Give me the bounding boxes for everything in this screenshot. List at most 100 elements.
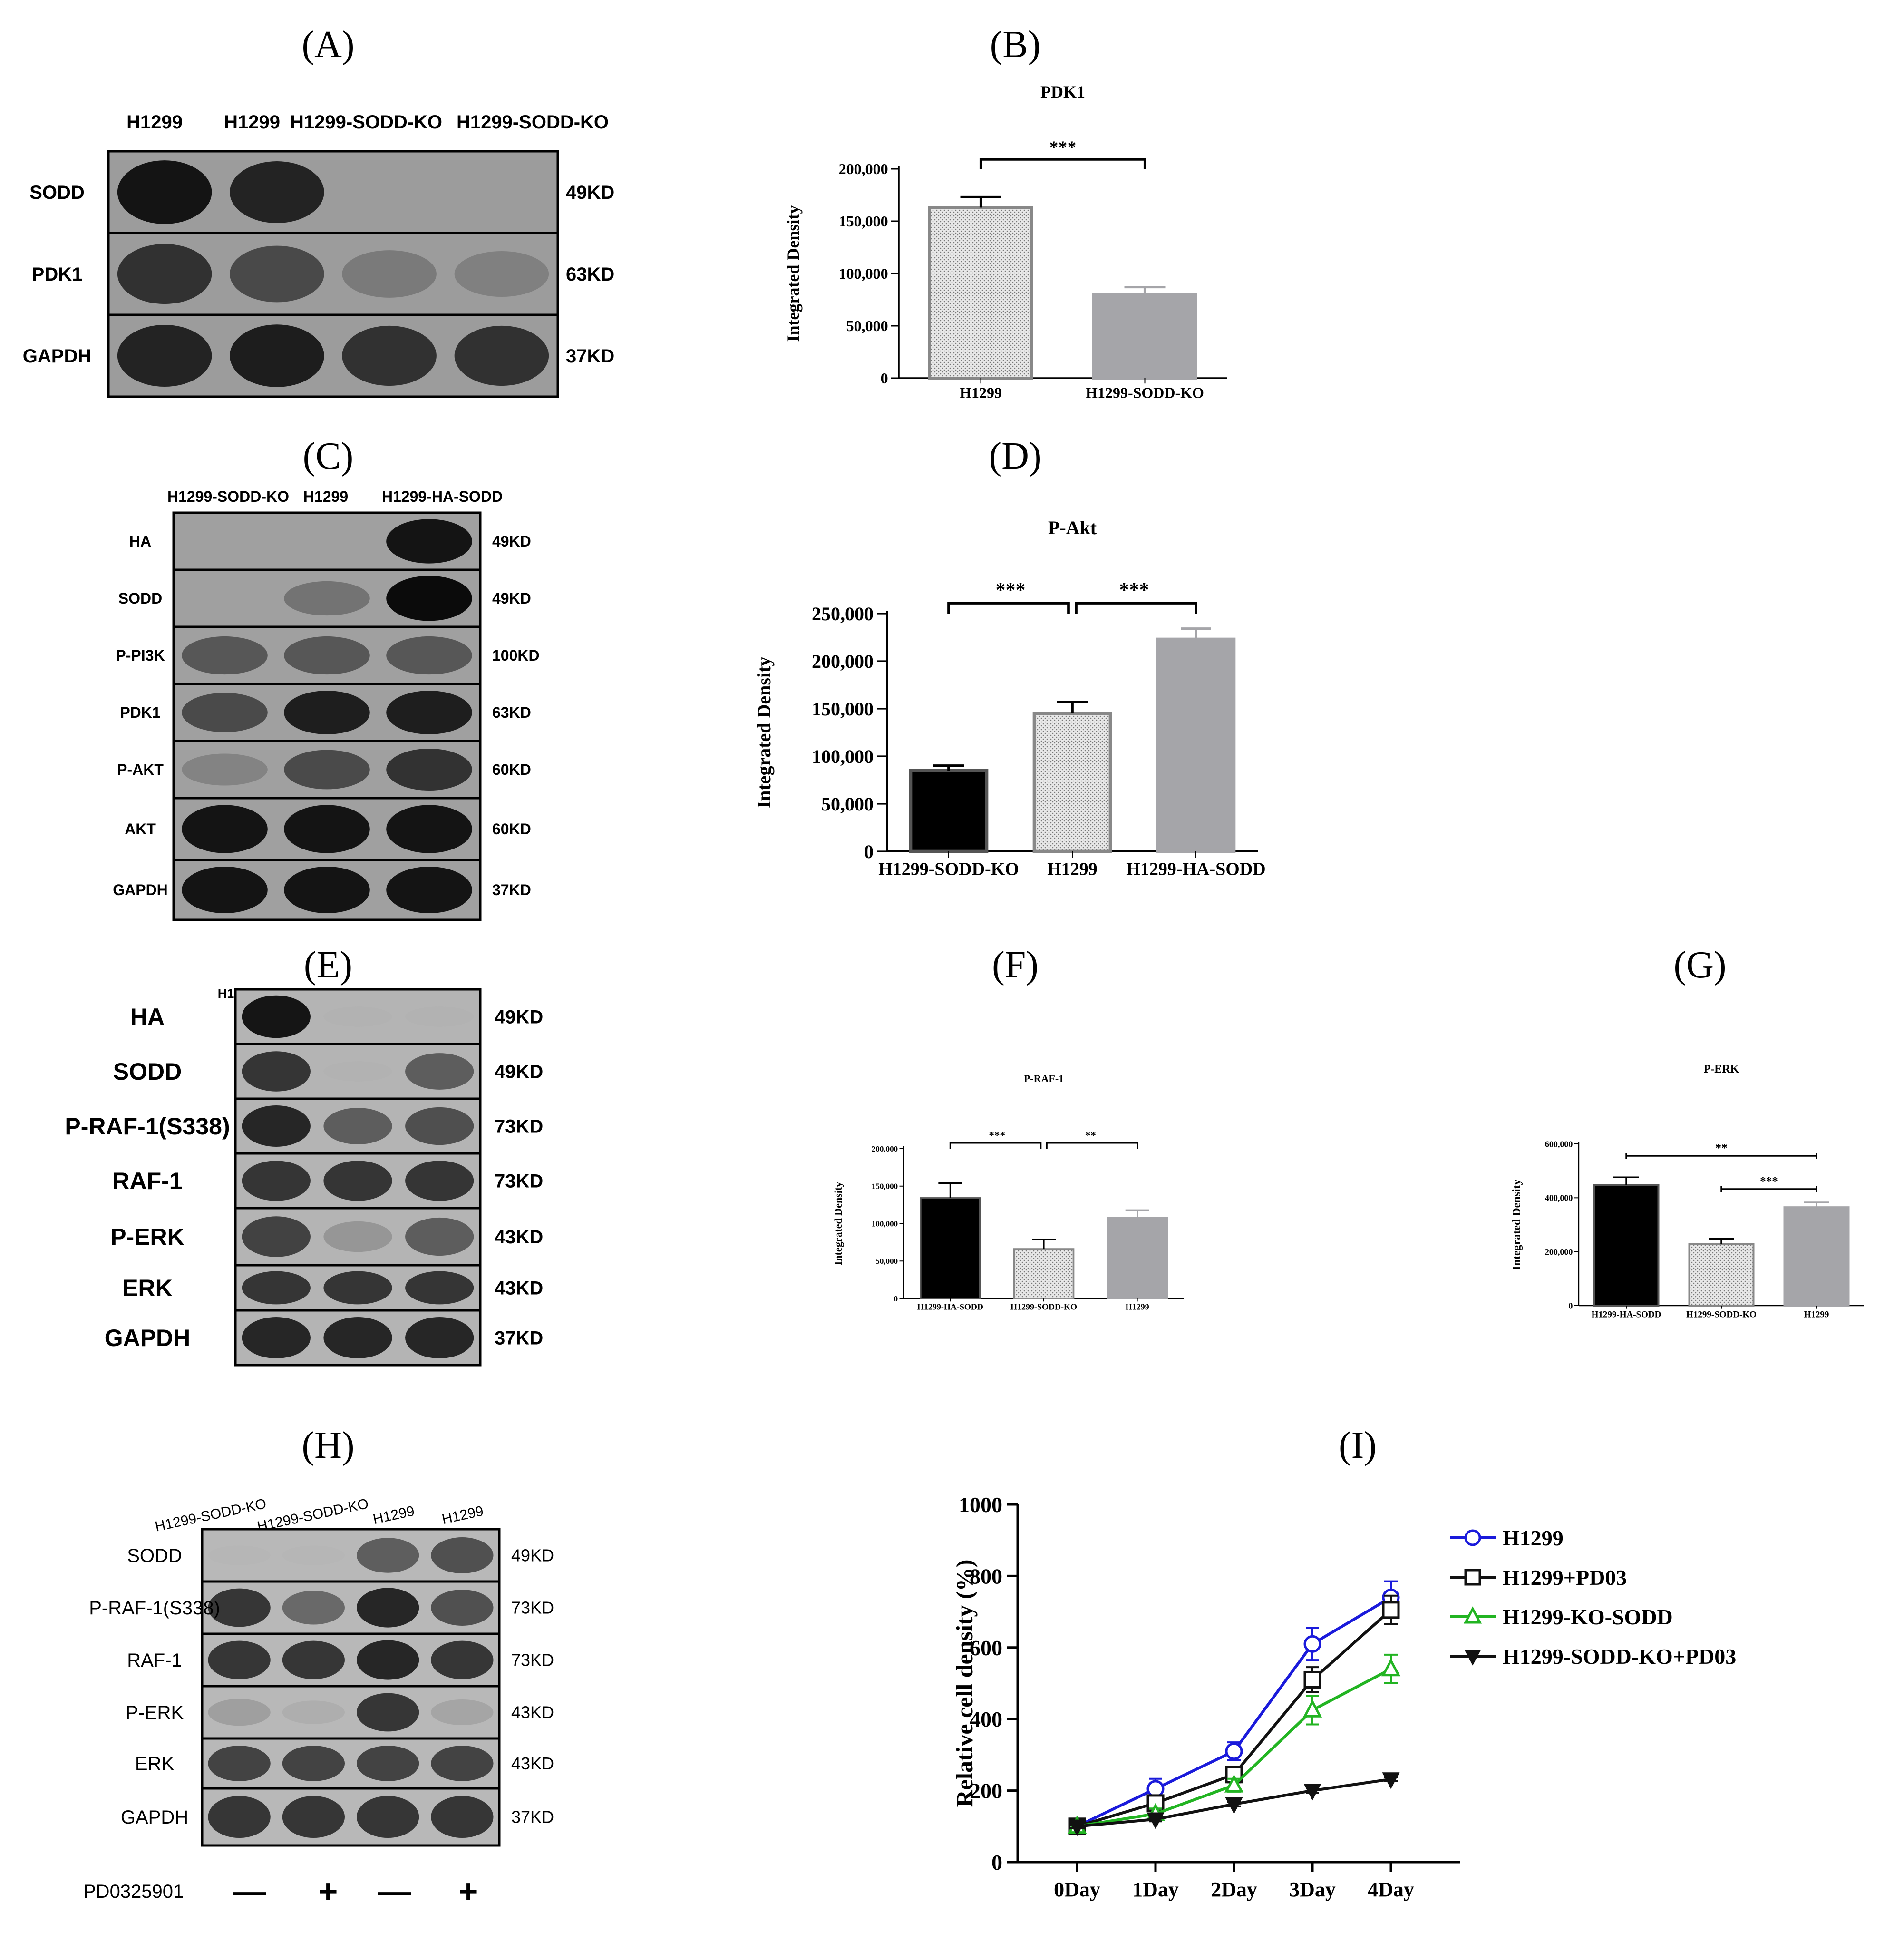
y-tick-label: 0	[894, 1294, 898, 1303]
row-label: PDK1	[120, 704, 160, 721]
band	[405, 1107, 474, 1145]
band	[431, 1640, 494, 1679]
band	[323, 1006, 392, 1027]
y-tick-label: 200	[970, 1779, 1002, 1803]
row-label: HA	[129, 533, 151, 550]
band	[208, 1588, 271, 1627]
y-tick-label: 50,000	[846, 317, 888, 334]
band	[323, 1061, 392, 1082]
band	[282, 1796, 345, 1838]
band	[242, 1216, 311, 1257]
blot-row-pdk1: PDK1 63KD	[32, 232, 614, 316]
significance-label: **	[1715, 1142, 1727, 1155]
marker-square	[1464, 1569, 1481, 1586]
marker-triangle-down	[1464, 1650, 1481, 1666]
marker-circle	[1225, 1742, 1243, 1760]
marker-triangle-down	[1382, 1772, 1400, 1789]
y-axis-label: Integrated Density	[1511, 1179, 1523, 1270]
blot-row-erk: ERK 43KD	[135, 1737, 554, 1790]
treatment-sign: —	[378, 1873, 411, 1910]
line-chart-i: 0 200 400 600 800 1000 0Day 1Day 2Day 3Day 4Day Rel…	[951, 1493, 1736, 1901]
y-tick-label: 400,000	[1545, 1193, 1573, 1203]
band	[282, 1545, 345, 1565]
band	[386, 636, 472, 675]
y-tick-label: 250,000	[812, 603, 874, 625]
band	[323, 1108, 392, 1144]
kd-label: 37KD	[495, 1328, 543, 1349]
significance-bracket: ***	[979, 138, 1146, 169]
band	[242, 1317, 311, 1358]
y-tick-label: 200,000	[812, 651, 874, 672]
x-tick-label: 3Day	[1289, 1878, 1336, 1901]
row-label: P-ERK	[126, 1702, 184, 1723]
category-label: H1299	[960, 384, 1002, 401]
blot-row-gapdh: GAPDH 37KD	[113, 859, 531, 921]
bar-chart-b: PDK1 0 50,000 100,000 150,000 200,000 Integrat…	[784, 82, 1227, 401]
blot-row-ha: HA 49KD	[129, 511, 531, 571]
blot-row-sodd: SODD 49KD	[29, 150, 614, 234]
chart-title: P-ERK	[1704, 1063, 1739, 1075]
row-label: P-RAF-1(S338)	[89, 1598, 220, 1619]
bar-chart-d: P-Akt 0 50,000 100,000 150,000 200,000 250,000…	[753, 517, 1266, 879]
band	[230, 324, 324, 387]
bar-h1299-ha-sodd	[920, 1197, 981, 1299]
series-h1299	[1068, 1580, 1400, 1835]
band	[386, 805, 472, 853]
band	[342, 250, 437, 298]
blot-row-p-erk: P-ERK 43KD	[126, 1685, 554, 1740]
bar-h1299-sodd-ko	[1013, 1248, 1075, 1299]
bracket-line	[1046, 1142, 1138, 1149]
y-tick-label: 100,000	[872, 1219, 898, 1228]
category-label: H1299-HA-SODD	[917, 1302, 983, 1311]
y-tick-label: 100,000	[812, 746, 874, 767]
band	[323, 1161, 392, 1201]
row-label: RAF-1	[112, 1168, 182, 1194]
blot-row-erk: ERK 43KD	[122, 1264, 543, 1312]
bar-h1299-sodd-ko	[1688, 1243, 1755, 1307]
legend-item-h1299-sodd-ko-pd03: H1299-SODD-KO+PD03	[1450, 1644, 1736, 1669]
marker-square	[1303, 1670, 1321, 1689]
band	[357, 1693, 419, 1732]
y-tick-label: 200,000	[839, 160, 888, 177]
lane-label-h1299: H1299	[440, 1503, 485, 1527]
panel-letter-b: (B)	[990, 24, 1041, 66]
marker-triangle-down	[1146, 1812, 1165, 1829]
kd-label: 43KD	[495, 1278, 543, 1299]
western-blot-a: H1299 H1299 H1299-SODD-KO H1299-SODD-KO SODD…	[23, 112, 614, 398]
row-label: SODD	[113, 1058, 182, 1085]
marker-triangle-down	[1225, 1797, 1243, 1815]
blot-row-gapdh: GAPDH 37KD	[23, 313, 614, 398]
bar-h1299	[928, 206, 1033, 380]
band	[242, 1105, 311, 1147]
row-label: P-AKT	[117, 761, 164, 778]
band	[117, 160, 212, 224]
band	[182, 587, 268, 609]
x-tick-label: 0Day	[1054, 1878, 1100, 1901]
band	[242, 995, 311, 1038]
category-label: H1299-SODD-KO	[1010, 1302, 1077, 1311]
category-label: H1299-SODD-KO	[878, 859, 1019, 879]
blot-row-p-raf-1-s338: P-RAF-1(S338) 73KD	[65, 1097, 543, 1155]
band	[282, 1640, 345, 1679]
band	[405, 1271, 474, 1305]
category-label: H1299	[1804, 1310, 1829, 1320]
y-tick-label: 1000	[959, 1493, 1002, 1517]
band	[282, 1746, 345, 1781]
band	[282, 1591, 345, 1625]
category-label: H1299-SODD-KO	[1086, 384, 1204, 401]
legend-item-h1299-pd03: H1299+PD03	[1450, 1565, 1627, 1590]
y-tick-label: 0	[991, 1850, 1002, 1874]
y-tick-label: 400	[970, 1707, 1002, 1731]
band	[323, 1221, 392, 1252]
band	[342, 325, 437, 386]
band	[342, 176, 437, 208]
row-label: SODD	[127, 1545, 182, 1566]
kd-label: 49KD	[495, 1007, 543, 1028]
kd-label: 43KD	[511, 1703, 554, 1722]
kd-label: 49KD	[566, 182, 614, 203]
significance-bracket: ***	[947, 579, 1070, 614]
band	[117, 324, 212, 387]
marker-square	[1382, 1601, 1400, 1619]
category-label: H1299-HA-SODD	[1592, 1310, 1661, 1320]
